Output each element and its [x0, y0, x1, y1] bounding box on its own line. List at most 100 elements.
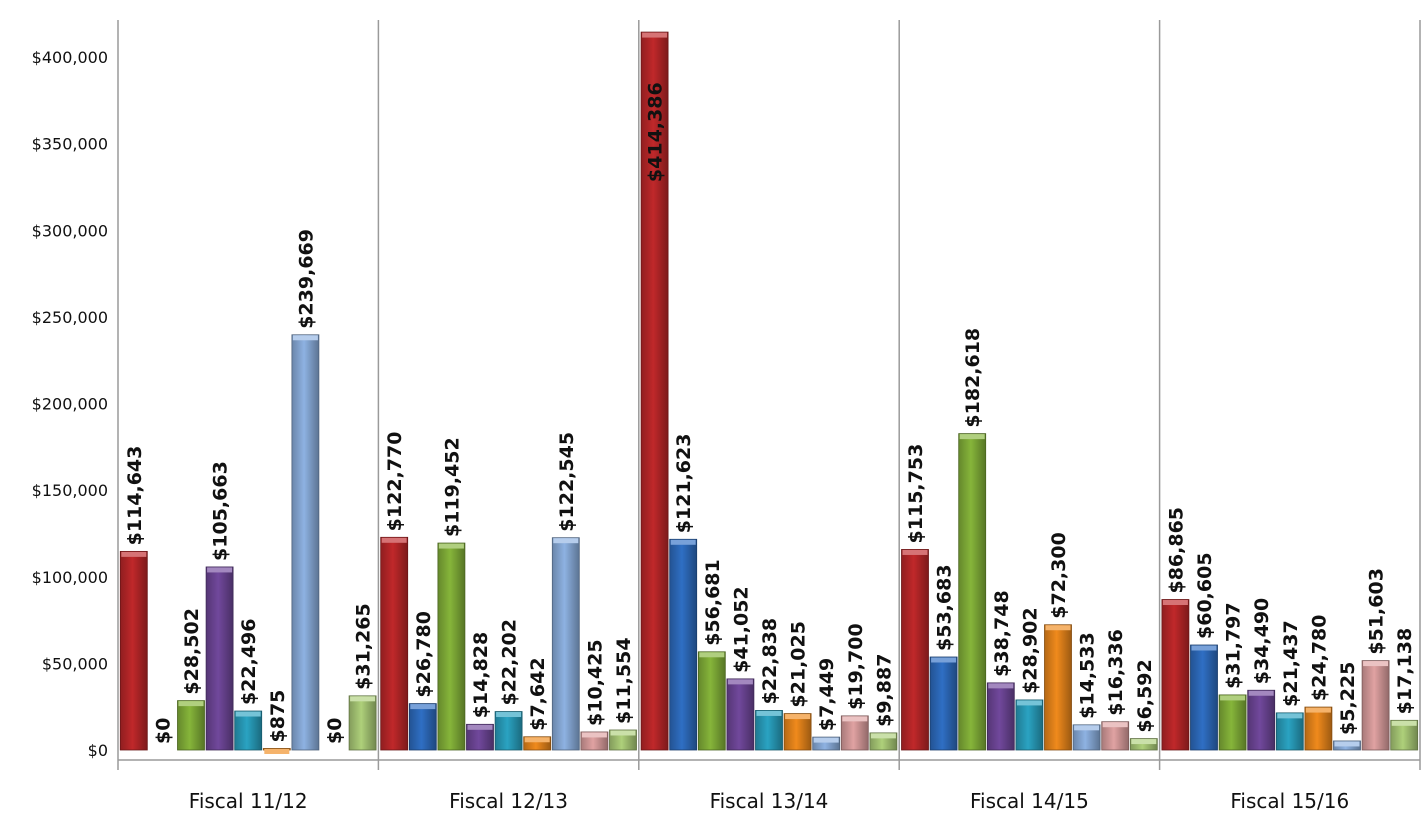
bar — [1304, 706, 1333, 751]
bar — [726, 678, 755, 751]
bar — [494, 711, 523, 751]
bar-highlight — [610, 730, 636, 736]
y-tick-label: $150,000 — [32, 481, 108, 500]
bar-highlight — [902, 549, 928, 555]
x-category-label: Fiscal 11/12 — [189, 789, 308, 813]
data-label: $14,828 — [470, 632, 492, 719]
bar-highlight — [178, 701, 204, 707]
data-label: $414,386 — [645, 82, 667, 182]
data-label: $122,770 — [384, 432, 406, 532]
bar-highlight — [438, 543, 464, 549]
bar-highlight — [1334, 741, 1360, 747]
bar — [669, 538, 698, 751]
bar — [1218, 694, 1247, 751]
data-label: $115,753 — [905, 444, 927, 544]
data-label: $21,437 — [1280, 620, 1302, 707]
bar-highlight — [727, 679, 753, 685]
data-label: $28,502 — [181, 608, 203, 695]
bar-highlight — [931, 657, 957, 663]
bar-highlight — [381, 537, 407, 543]
data-label: $31,265 — [353, 603, 375, 690]
data-label: $11,554 — [613, 637, 635, 724]
data-label: $9,887 — [873, 654, 895, 727]
bar-highlight — [1391, 720, 1417, 726]
bar-highlight — [1102, 722, 1128, 728]
data-label: $28,902 — [1019, 607, 1041, 694]
data-label: $26,780 — [413, 611, 435, 698]
data-label: $105,663 — [210, 461, 232, 561]
bar-highlight — [1016, 700, 1042, 706]
bar-highlight — [207, 567, 233, 573]
bar-highlight — [670, 539, 696, 545]
data-label: $22,838 — [759, 618, 781, 705]
bar-highlight — [699, 652, 725, 658]
bar — [929, 656, 958, 751]
data-label: $22,496 — [238, 618, 260, 705]
bar-highlight — [642, 32, 668, 38]
bar — [205, 566, 234, 751]
bar — [958, 433, 987, 751]
bar-highlight — [813, 737, 839, 743]
bar-highlight — [410, 704, 436, 710]
bar — [1015, 699, 1044, 751]
bar — [348, 695, 377, 751]
data-label: $60,605 — [1194, 552, 1216, 639]
y-tick-label: $250,000 — [32, 308, 108, 327]
bar-highlight — [870, 733, 896, 739]
axes: $0 $50,000 $100,000 $150,000 $200,000 $250,00… — [32, 20, 1421, 813]
data-label: $7,449 — [816, 658, 838, 731]
bar-highlight — [756, 710, 782, 716]
bar-highlight — [581, 732, 607, 738]
bar — [1161, 599, 1190, 751]
bar — [437, 542, 466, 751]
bar — [697, 651, 726, 751]
y-tick-label: $300,000 — [32, 221, 108, 240]
data-label: $14,533 — [1077, 632, 1099, 719]
bar — [380, 536, 409, 751]
bar — [177, 700, 205, 751]
bar — [119, 550, 148, 751]
bar — [640, 31, 669, 751]
bar-highlight — [1045, 625, 1071, 631]
y-tick-label: $50,000 — [42, 654, 108, 673]
y-tick-label: $200,000 — [32, 395, 108, 414]
bar-highlight — [1074, 725, 1100, 731]
data-label: $7,642 — [527, 657, 549, 730]
bar-highlight — [467, 724, 493, 730]
data-label: $875 — [267, 690, 289, 743]
x-category-label: Fiscal 12/13 — [449, 789, 568, 813]
bar-highlight — [785, 714, 811, 720]
bar-highlight — [1305, 707, 1331, 713]
bar-highlight — [524, 737, 550, 743]
y-tick-label: $0 — [88, 741, 108, 760]
bar-highlight — [350, 696, 376, 702]
bar — [755, 710, 783, 751]
data-label: $22,202 — [499, 619, 521, 706]
bar-highlight — [1363, 661, 1389, 667]
data-label: $34,490 — [1251, 598, 1273, 685]
data-label: $17,138 — [1394, 628, 1416, 715]
data-label: $56,681 — [702, 559, 724, 646]
bar — [1275, 712, 1304, 751]
data-label: $72,300 — [1048, 532, 1070, 619]
bar-highlight — [1220, 695, 1246, 701]
data-label: $51,603 — [1366, 568, 1388, 655]
bar-highlight — [1131, 739, 1157, 745]
bar — [783, 713, 812, 751]
bar-highlight — [1191, 645, 1217, 651]
data-label: $5,225 — [1337, 662, 1359, 735]
data-label: $0 — [324, 718, 346, 744]
data-label: $19,700 — [845, 623, 867, 710]
bar — [408, 703, 437, 751]
bar — [234, 710, 263, 751]
data-label: $0 — [152, 718, 174, 744]
x-category-label: Fiscal 15/16 — [1230, 789, 1349, 813]
data-labels: $114,643 $0 $28,502 $105,663 $22,496 $875 $239… — [124, 82, 1416, 744]
bar-highlight — [292, 335, 318, 341]
bar — [1247, 689, 1276, 751]
bar — [291, 334, 320, 751]
data-label: $38,748 — [991, 590, 1013, 677]
data-label: $31,797 — [1223, 602, 1245, 689]
bar-highlight — [264, 748, 290, 754]
